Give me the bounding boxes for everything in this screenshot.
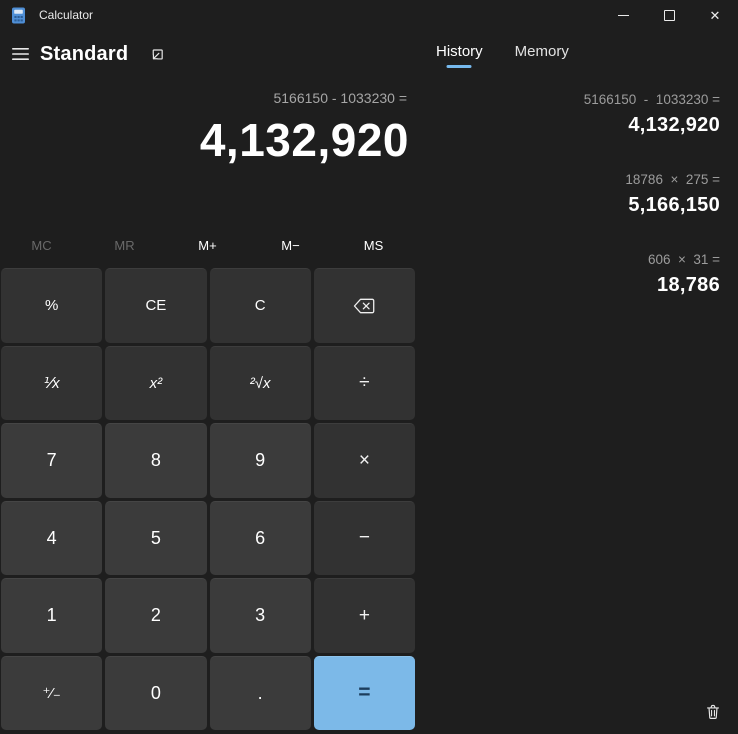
hamburger-menu-icon [11,48,29,60]
keypad: % CE C ⅟x x² ²√x ÷ 7 8 9 × 4 5 6− 1 2 3 + ⁺⁄₋ 0. = [1,268,415,730]
four-button[interactable]: 4 [1,500,103,575]
reciprocal-button[interactable]: ⅟x [1,345,103,420]
keep-on-top-button[interactable] [143,40,171,68]
backspace-icon [354,298,375,314]
square-button[interactable]: x² [105,345,207,420]
backspace-button[interactable] [313,268,415,343]
window-title: Calculator [39,8,94,22]
history-entry-result: 18,786 [657,274,720,296]
history-entry-result: 5,166,150 [628,194,720,216]
seven-button[interactable]: 7 [1,423,103,498]
square-root-button[interactable]: ²√x [209,345,311,420]
two-button[interactable]: 2 [105,578,207,653]
maximize-button[interactable] [646,0,692,30]
minimize-button[interactable] [600,0,646,30]
clear-entry-button[interactable]: CE [105,268,207,343]
divide-button[interactable]: ÷ [313,345,415,420]
memory-button-row: MC MR M+ M− MS [0,228,415,262]
one-button[interactable]: 1 [1,578,103,653]
mode-title: Standard [40,42,129,65]
history-entry[interactable]: 606 × 31 = 18,786 [416,252,720,297]
history-entry-expression: 18786 × 275 = [625,172,720,187]
memory-store-button[interactable]: MS [363,237,384,253]
tab-history[interactable]: History [434,41,485,70]
maximize-icon [663,9,675,21]
history-entry[interactable]: 5166150 - 1033230 = 4,132,920 [416,92,720,137]
history-entry[interactable]: 18786 × 275 = 5,166,150 [416,172,720,217]
history-panel: History Memory 5166150 - 1033230 = 4,132,9… [416,30,738,734]
display-expression: 5166150 - 1033230 = [273,90,407,106]
memory-subtract-button[interactable]: M− [281,237,300,253]
clear-history-button[interactable] [697,697,729,727]
zero-button[interactable]: 0 [105,655,207,730]
eight-button[interactable]: 8 [105,423,207,498]
mode-header: Standard [4,40,171,68]
window-controls: ✕ [600,0,738,30]
history-list: 5166150 - 1033230 = 4,132,920 18786 × 275 … [416,92,738,332]
keep-on-top-icon [152,48,163,60]
panel-tabs: History Memory [416,30,738,70]
decimal-button[interactable]: . [209,655,311,730]
tab-memory[interactable]: Memory [514,43,569,60]
clear-button[interactable]: C [209,268,311,343]
navigation-menu-button[interactable] [4,40,36,68]
memory-add-button[interactable]: M+ [198,237,217,253]
close-button[interactable]: ✕ [692,0,738,30]
nine-button[interactable]: 9 [209,423,311,498]
subtract-button[interactable]: − [313,500,415,575]
calculation-display: 5166150 - 1033230 = 4,132,920 [0,88,416,167]
clear-history-trash-icon [707,704,719,719]
minimize-icon [617,14,629,16]
history-entry-expression: 5166150 - 1033230 = [583,92,720,107]
six-button[interactable]: 6 [209,500,311,575]
history-entry-expression: 606 × 31 = [647,252,720,267]
five-button[interactable]: 5 [105,500,207,575]
memory-clear-button[interactable]: MC [31,237,52,253]
calculator-app-icon [11,7,26,24]
history-entry-result: 4,132,920 [628,114,720,136]
titlebar: Calculator ✕ [0,0,738,30]
add-button[interactable]: + [313,578,415,653]
percent-button[interactable]: % [1,268,103,343]
close-icon: ✕ [709,7,721,23]
multiply-button[interactable]: × [313,423,415,498]
equals-button[interactable]: = [313,655,415,730]
negate-button[interactable]: ⁺⁄₋ [1,655,103,730]
memory-recall-button[interactable]: MR [114,237,135,253]
three-button[interactable]: 3 [209,578,311,653]
display-result: 4,132,920 [199,114,409,166]
